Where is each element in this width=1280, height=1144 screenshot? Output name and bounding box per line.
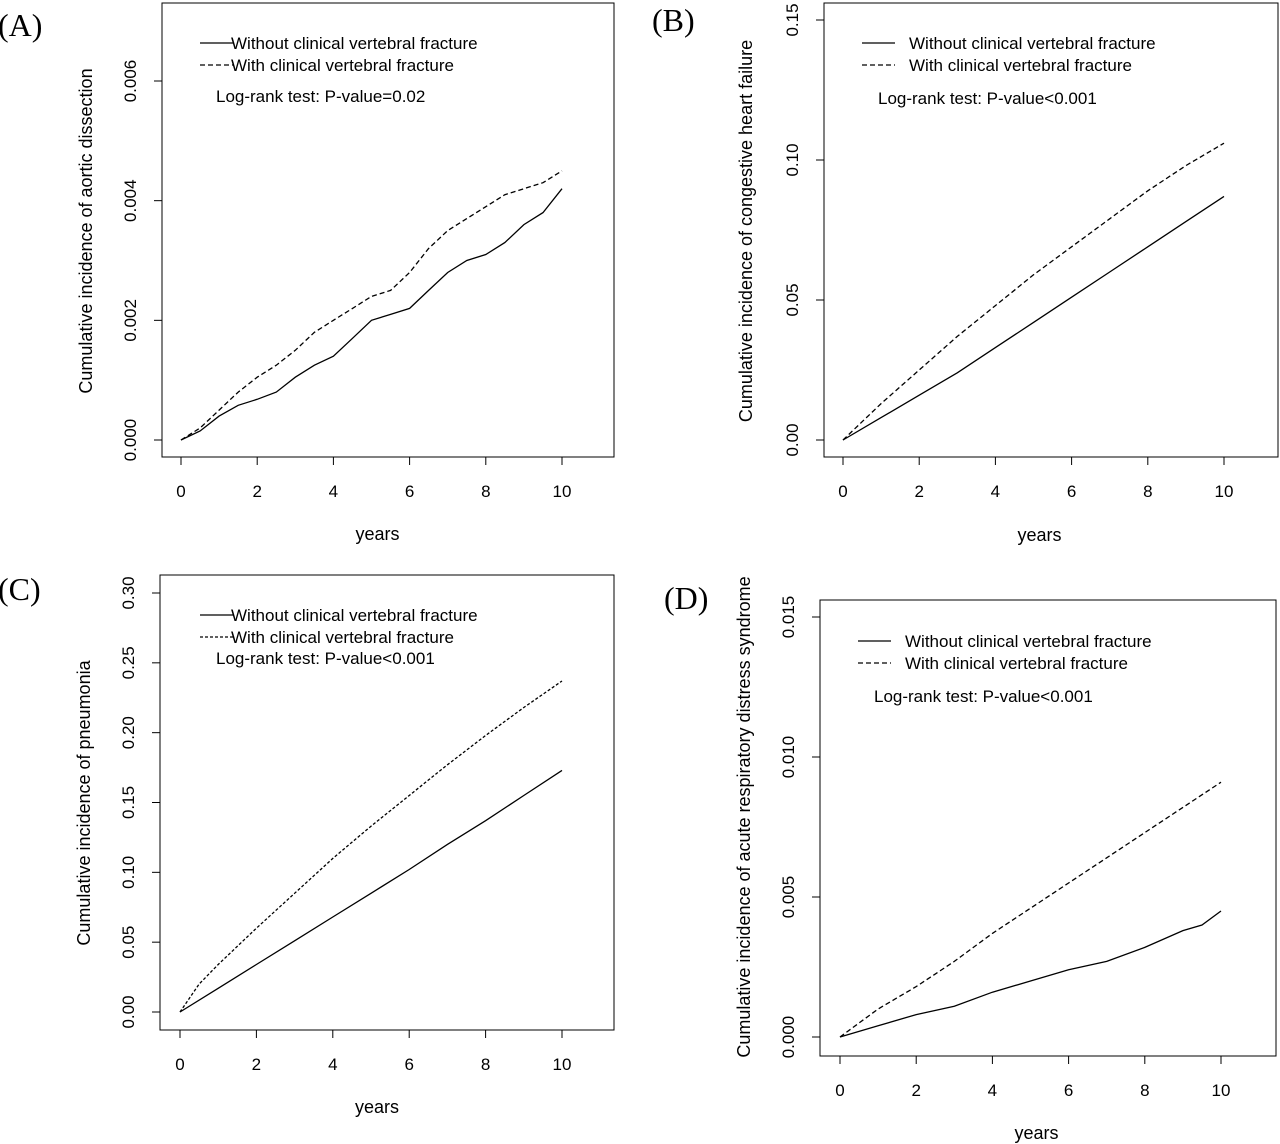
y-tick-label: 0.004 <box>121 179 140 222</box>
y-tick-label: 0.010 <box>779 736 798 779</box>
logrank-annotation: Log-rank test: P-value<0.001 <box>878 89 1097 108</box>
y-axis-label: Cumulative incidence of acute respirator… <box>734 576 754 1057</box>
y-axis-label: Cumulative incidence of aortic dissectio… <box>76 68 96 393</box>
x-tick-label: 2 <box>252 1055 261 1074</box>
x-tick-label: 4 <box>991 482 1000 501</box>
legend-label: With clinical vertebral fracture <box>231 56 454 75</box>
y-tick-label: 0.005 <box>779 876 798 919</box>
series-line-with-fracture <box>842 142 1225 441</box>
y-tick-label: 0.20 <box>119 716 138 749</box>
x-tick-label: 10 <box>553 1055 572 1074</box>
x-tick-label: 6 <box>405 482 414 501</box>
y-tick-label: 0.00 <box>783 423 802 456</box>
panel-label: (A) <box>0 7 42 43</box>
legend-label: Without clinical vertebral fracture <box>905 632 1152 651</box>
x-tick-label: 8 <box>481 482 490 501</box>
y-tick-label: 0.006 <box>121 60 140 103</box>
legend-label: Without clinical vertebral fracture <box>231 606 478 625</box>
series-line-without-fracture <box>180 188 563 441</box>
x-tick-label: 6 <box>404 1055 413 1074</box>
x-tick-label: 6 <box>1064 1081 1073 1100</box>
y-tick-label: 0.015 <box>779 596 798 639</box>
x-tick-label: 8 <box>1140 1081 1149 1100</box>
x-tick-label: 0 <box>176 482 185 501</box>
x-tick-label: 0 <box>835 1081 844 1100</box>
y-tick-label: 0.002 <box>121 299 140 342</box>
x-axis-label: years <box>1017 525 1061 545</box>
y-tick-label: 0.30 <box>119 576 138 609</box>
panel-d: (D) 0 2 4 6 8 10 years 0.000 0.005 0.010 0.015 Cumul… <box>664 576 1277 1143</box>
y-tick-label: 0.25 <box>119 646 138 679</box>
x-tick-label: 0 <box>838 482 847 501</box>
legend-label: Without clinical vertebral fracture <box>909 34 1156 53</box>
x-tick-label: 10 <box>1215 482 1234 501</box>
series-line-with-fracture <box>179 680 563 1013</box>
x-tick-label: 4 <box>329 482 338 501</box>
panel-a: (A) 0 2 4 6 8 10 years 0.000 0.002 0.004 0.006 Cumul… <box>0 2 615 544</box>
legend-label: With clinical vertebral fracture <box>909 56 1132 75</box>
series-line-without-fracture <box>179 769 563 1013</box>
panel-b: (B) 0 2 4 6 8 10 years 0.00 0.05 0.10 0.15 Cumulativ… <box>652 2 1279 545</box>
series-line-with-fracture <box>839 781 1222 1038</box>
y-tick-label: 0.15 <box>783 3 802 36</box>
x-tick-label: 10 <box>553 482 572 501</box>
x-tick-label: 8 <box>481 1055 490 1074</box>
legend-label: With clinical vertebral fracture <box>905 654 1128 673</box>
series-line-without-fracture <box>842 195 1225 441</box>
y-tick-label: 0.05 <box>783 283 802 316</box>
legend-label: With clinical vertebral fracture <box>231 628 454 647</box>
logrank-annotation: Log-rank test: P-value<0.001 <box>874 687 1093 706</box>
y-tick-label: 0.10 <box>783 143 802 176</box>
panel-label: (D) <box>664 580 708 616</box>
panel-c: (C) 0 2 4 6 8 10 years 0.00 0.05 0.10 0.15 0.20 0.25 0… <box>0 571 615 1117</box>
x-tick-label: 8 <box>1143 482 1152 501</box>
x-tick-label: 2 <box>914 482 923 501</box>
y-tick-label: 0.05 <box>119 926 138 959</box>
panel-label: (C) <box>0 571 41 607</box>
y-axis-label: Cumulative incidence of pneumonia <box>74 659 94 945</box>
series-line-without-fracture <box>839 910 1222 1038</box>
x-axis-label: years <box>1014 1123 1058 1143</box>
y-tick-label: 0.000 <box>121 419 140 462</box>
panel-label: (B) <box>652 2 695 38</box>
x-tick-label: 4 <box>328 1055 337 1074</box>
series-line-with-fracture <box>180 170 563 441</box>
y-tick-label: 0.15 <box>119 786 138 819</box>
y-tick-label: 0.00 <box>119 995 138 1028</box>
x-axis-label: years <box>355 524 399 544</box>
logrank-annotation: Log-rank test: P-value=0.02 <box>216 87 425 106</box>
y-tick-label: 0.000 <box>779 1016 798 1059</box>
x-tick-label: 2 <box>252 482 261 501</box>
logrank-annotation: Log-rank test: P-value<0.001 <box>216 649 435 668</box>
x-tick-label: 4 <box>988 1081 997 1100</box>
x-tick-label: 0 <box>175 1055 184 1074</box>
y-axis-label: Cumulative incidence of congestive heart… <box>736 40 756 422</box>
legend-label: Without clinical vertebral fracture <box>231 34 478 53</box>
y-tick-label: 0.10 <box>119 856 138 889</box>
x-axis-label: years <box>355 1097 399 1117</box>
x-tick-label: 6 <box>1067 482 1076 501</box>
x-tick-label: 10 <box>1212 1081 1231 1100</box>
x-tick-label: 2 <box>911 1081 920 1100</box>
